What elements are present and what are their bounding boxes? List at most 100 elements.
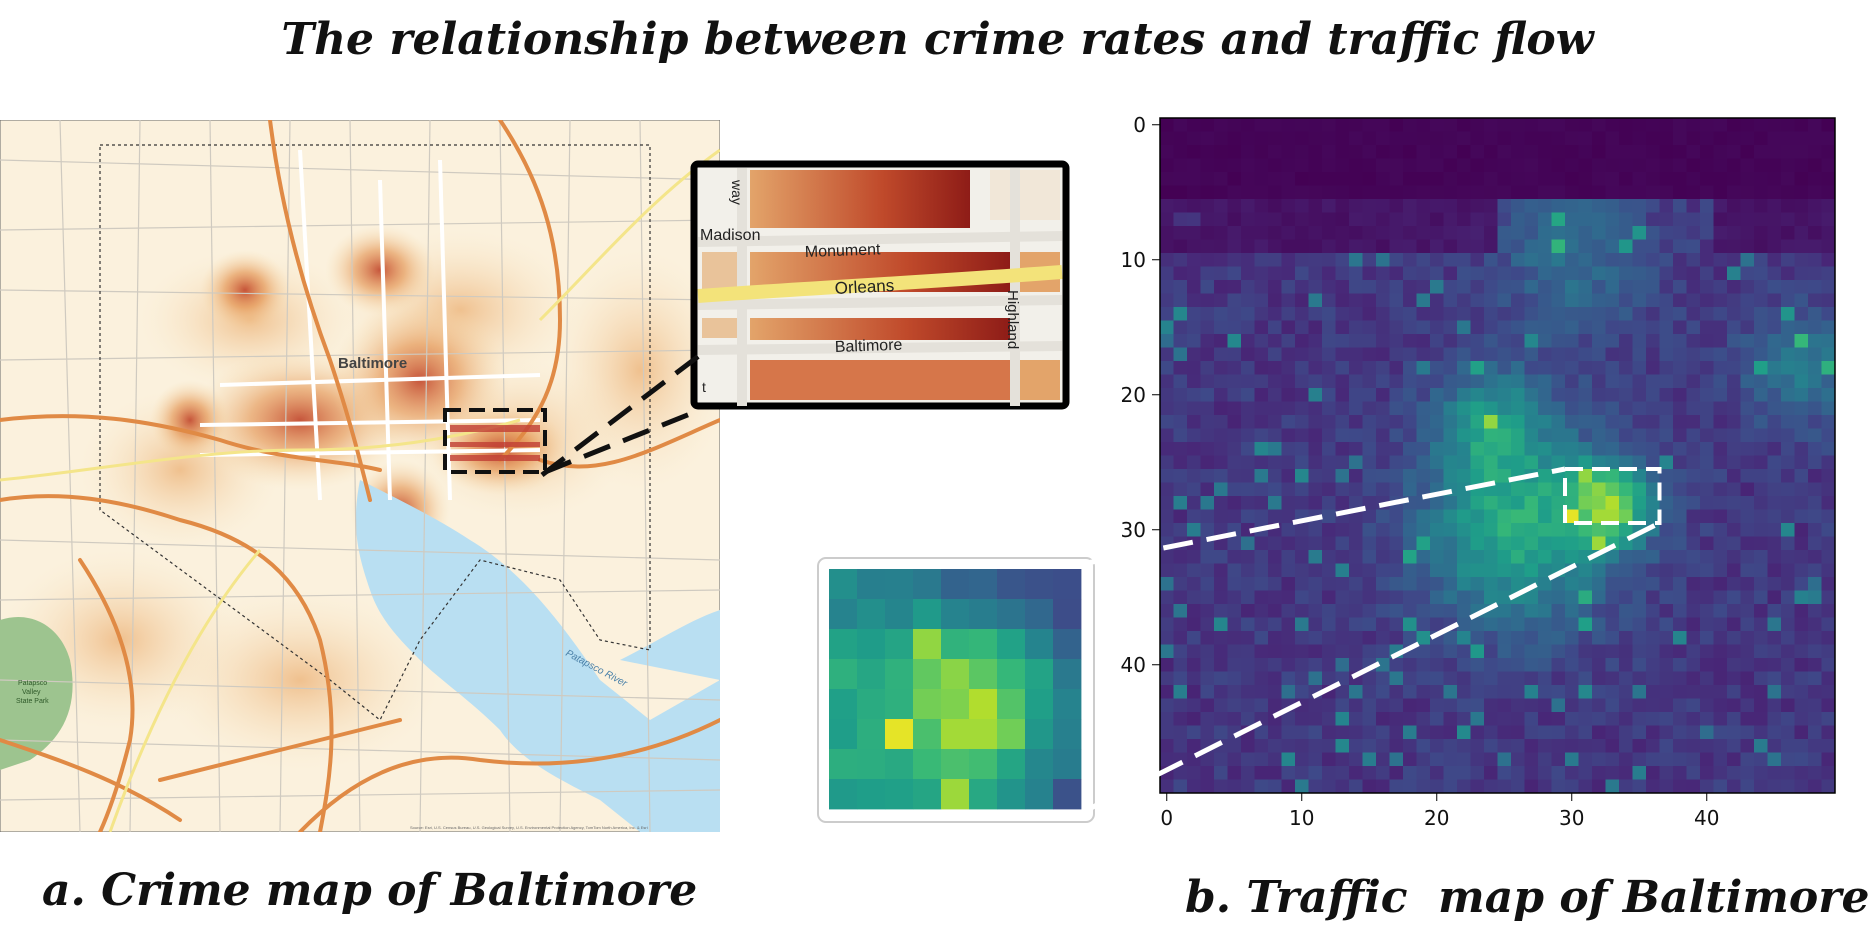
heatmap-cell: [1808, 266, 1822, 281]
heatmap-cell: [1362, 307, 1377, 321]
heatmap-cell: [1160, 307, 1174, 321]
heatmap-cell: [1457, 577, 1471, 591]
heatmap-cell: [1767, 766, 1782, 780]
heatmap-cell: [1187, 401, 1201, 416]
heatmap-cell: [1214, 239, 1228, 254]
heatmap-cell: [1794, 604, 1809, 618]
heatmap-cell: [1646, 226, 1660, 240]
heatmap-cell: [1632, 158, 1647, 173]
heatmap-cell: [1389, 590, 1404, 605]
heatmap-cell: [1470, 671, 1485, 686]
heatmap-cell: [1740, 577, 1755, 591]
traffic-inset-cell: [1025, 749, 1054, 780]
heatmap-cell: [1362, 266, 1377, 281]
heatmap-cell: [1821, 577, 1836, 591]
heatmap-cell: [1470, 428, 1485, 443]
heatmap-cell: [1767, 401, 1782, 416]
heatmap-cell: [1565, 428, 1579, 443]
heatmap-cell: [1727, 577, 1741, 591]
heatmap-cell: [1524, 712, 1539, 726]
heatmap-cell: [1254, 725, 1269, 740]
heatmap-cell: [1659, 158, 1674, 173]
heatmap-cell: [1416, 118, 1431, 132]
heatmap-cell: [1376, 388, 1390, 402]
heatmap-cell: [1403, 712, 1417, 726]
heatmap-cell: [1187, 307, 1201, 321]
heatmap-cell: [1214, 374, 1228, 389]
heatmap-cell: [1430, 145, 1444, 159]
heatmap-cell: [1457, 266, 1471, 281]
heatmap-cell: [1605, 401, 1620, 416]
heatmap-cell: [1173, 185, 1188, 200]
heatmap-cell: [1349, 118, 1363, 132]
heatmap-cell: [1484, 617, 1498, 632]
heatmap-cell: [1619, 172, 1633, 186]
heatmap-cell: [1376, 401, 1390, 416]
heatmap-cell: [1605, 712, 1620, 726]
heatmap-cell: [1430, 307, 1444, 321]
heatmap-cell: [1389, 158, 1404, 173]
heatmap-cell: [1511, 266, 1525, 281]
heatmap-cell: [1808, 455, 1822, 470]
heatmap-cell: [1295, 455, 1309, 470]
heatmap-cell: [1376, 536, 1390, 551]
street-label-highland: Highland: [1004, 290, 1021, 349]
heatmap-cell: [1808, 725, 1822, 740]
heatmap-cell: [1227, 307, 1242, 321]
heatmap-cell: [1700, 415, 1714, 429]
heatmap-cell: [1335, 212, 1350, 227]
heatmap-cell: [1214, 388, 1228, 402]
heatmap-cell: [1686, 712, 1701, 726]
heatmap-cell: [1821, 361, 1836, 375]
heatmap-cell: [1511, 631, 1525, 645]
heatmap-cell: [1794, 185, 1809, 200]
heatmap-cell: [1457, 617, 1471, 632]
heatmap-cell: [1403, 469, 1417, 483]
heatmap-cell: [1430, 280, 1444, 294]
heatmap-cell: [1673, 145, 1687, 159]
heatmap-cell: [1160, 577, 1174, 591]
heatmap-cell: [1551, 361, 1566, 375]
heatmap-cell: [1335, 617, 1350, 632]
heatmap-cell: [1740, 118, 1755, 132]
heatmap-cell: [1254, 253, 1269, 267]
heatmap-cell: [1821, 401, 1836, 416]
heatmap-cell: [1160, 644, 1174, 659]
heatmap-cell: [1362, 671, 1377, 686]
heatmap-cell: [1376, 442, 1390, 456]
heatmap-cell: [1565, 239, 1579, 254]
heatmap-cell: [1700, 644, 1714, 659]
heatmap-cell: [1214, 779, 1228, 794]
heatmap-cell: [1214, 590, 1228, 605]
heatmap-cell: [1551, 779, 1566, 794]
heatmap-cell: [1713, 388, 1728, 402]
heatmap-cell: [1605, 752, 1620, 767]
heatmap-cell: [1470, 644, 1485, 659]
heatmap-cell: [1781, 266, 1795, 281]
heatmap-cell: [1605, 226, 1620, 240]
heatmap-cell: [1632, 752, 1647, 767]
heatmap-cell: [1349, 145, 1363, 159]
heatmap-cell: [1349, 266, 1363, 281]
heatmap-cell: [1200, 118, 1215, 132]
heatmap-cell: [1565, 455, 1579, 470]
heatmap-cell: [1268, 482, 1282, 497]
heatmap-cell: [1632, 536, 1647, 551]
heatmap-cell: [1767, 739, 1782, 753]
heatmap-cell: [1268, 631, 1282, 645]
heatmap-cell: [1241, 523, 1255, 537]
heatmap-cell: [1200, 617, 1215, 632]
heatmap-cell: [1268, 698, 1282, 713]
heatmap-cell: [1403, 428, 1417, 443]
heatmap-cell: [1268, 280, 1282, 294]
heatmap-cell: [1308, 604, 1323, 618]
heatmap-cell: [1727, 523, 1741, 537]
heatmap-cell: [1187, 725, 1201, 740]
heatmap-cell: [1592, 604, 1606, 618]
heatmap-cell: [1592, 671, 1606, 686]
heatmap-cell: [1187, 226, 1201, 240]
traffic-inset-cell: [829, 659, 858, 690]
heatmap-cell: [1619, 280, 1633, 294]
heatmap-cell: [1700, 631, 1714, 645]
